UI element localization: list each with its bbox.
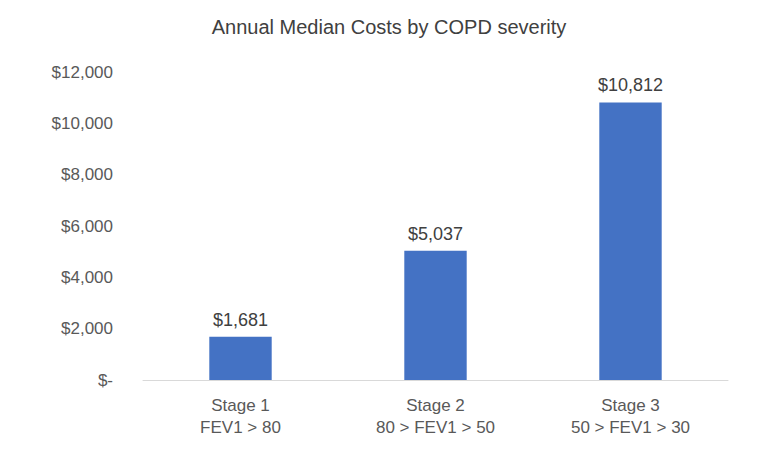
svg-text:$12,000: $12,000 [52,63,113,82]
svg-text:$1,681: $1,681 [213,310,268,330]
svg-text:$8,000: $8,000 [61,165,113,184]
svg-text:80 > FEV1 > 50: 80 > FEV1 > 50 [376,418,495,437]
svg-text:50 > FEV1 > 30: 50 > FEV1 > 30 [571,418,690,437]
svg-text:$6,000: $6,000 [61,217,113,236]
svg-text:Stage 1: Stage 1 [211,396,270,415]
svg-text:Stage 3: Stage 3 [601,396,660,415]
svg-text:$10,000: $10,000 [52,114,113,133]
svg-text:FEV1 > 80: FEV1 > 80 [200,418,281,437]
svg-text:$10,812: $10,812 [598,75,663,95]
svg-text:$-: $- [98,371,113,390]
svg-text:$4,000: $4,000 [61,268,113,287]
svg-text:$5,037: $5,037 [408,224,463,244]
svg-text:$2,000: $2,000 [61,319,113,338]
svg-text:Stage 2: Stage 2 [406,396,465,415]
svg-text:Annual Median Costs by COPD se: Annual Median Costs by COPD severity [212,16,567,38]
